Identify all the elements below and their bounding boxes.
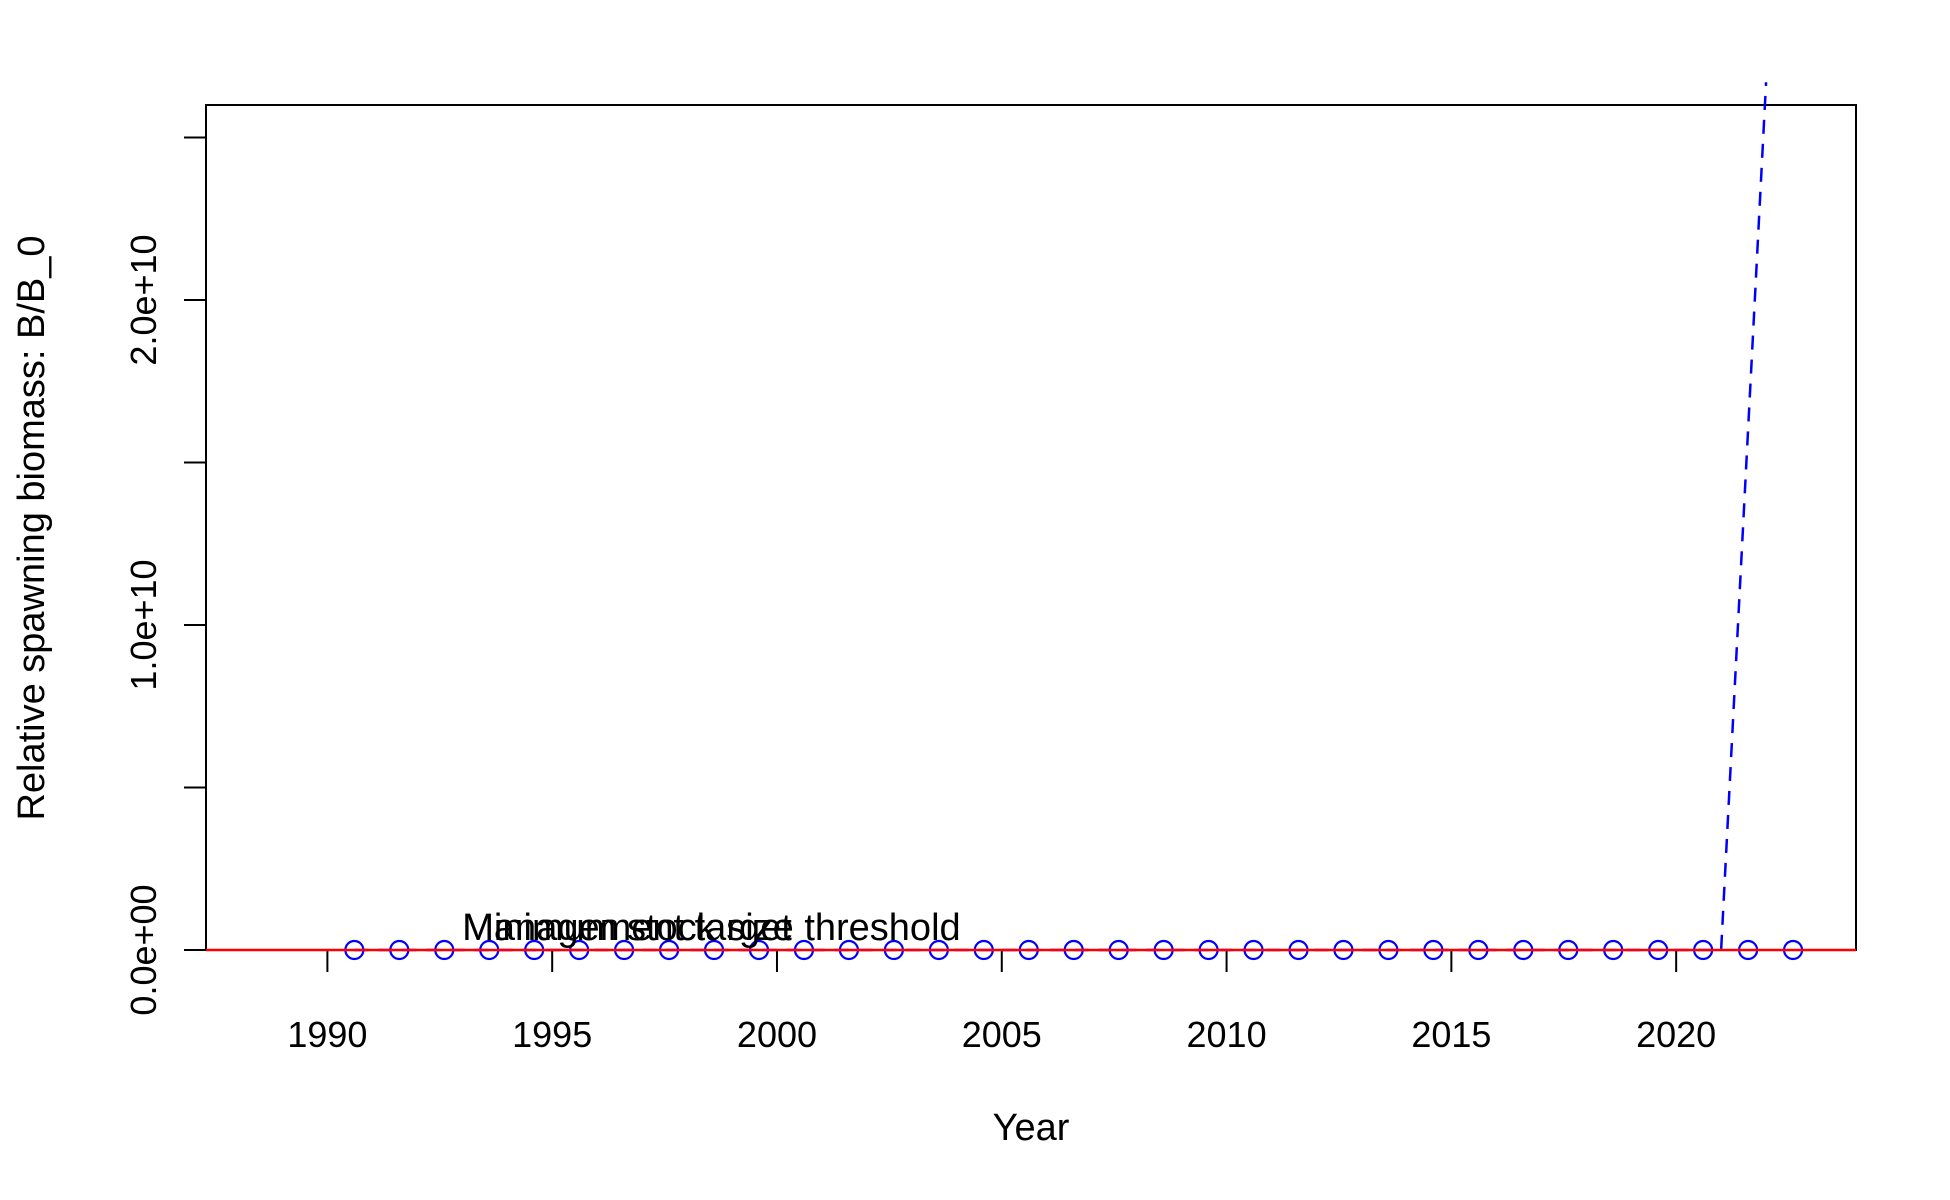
- x-tick-label: 2000: [737, 1014, 817, 1055]
- annotation-label: Management target: [462, 907, 792, 949]
- series-line-dashed: [354, 82, 1768, 952]
- x-tick-label: 1990: [287, 1014, 367, 1055]
- x-tick-label: 2015: [1411, 1014, 1491, 1055]
- series-layer: [206, 82, 1856, 961]
- y-tick-label: 0.0e+00: [123, 884, 164, 1015]
- x-axis-title: Year: [993, 1107, 1070, 1149]
- x-tick-label: 2020: [1636, 1014, 1716, 1055]
- y-axis: 0.0e+00 1.0e+10 2.0e+10: [123, 136, 207, 1016]
- y-axis-title: Relative spawning biomass: B/B_0: [11, 235, 53, 820]
- x-tick-label: 2005: [962, 1014, 1042, 1055]
- y-tick-label: 2.0e+10: [123, 234, 164, 365]
- x-axis: 1990 1995 2000 2005 2010 2015 2020: [287, 949, 1716, 1055]
- y-tick-label: 1.0e+10: [123, 559, 164, 690]
- x-tick-label: 1995: [512, 1014, 592, 1055]
- plot-frame: [205, 104, 1857, 951]
- x-tick-label: 2010: [1187, 1014, 1267, 1055]
- annotation-label: Minimum stock size threshold: [462, 907, 960, 949]
